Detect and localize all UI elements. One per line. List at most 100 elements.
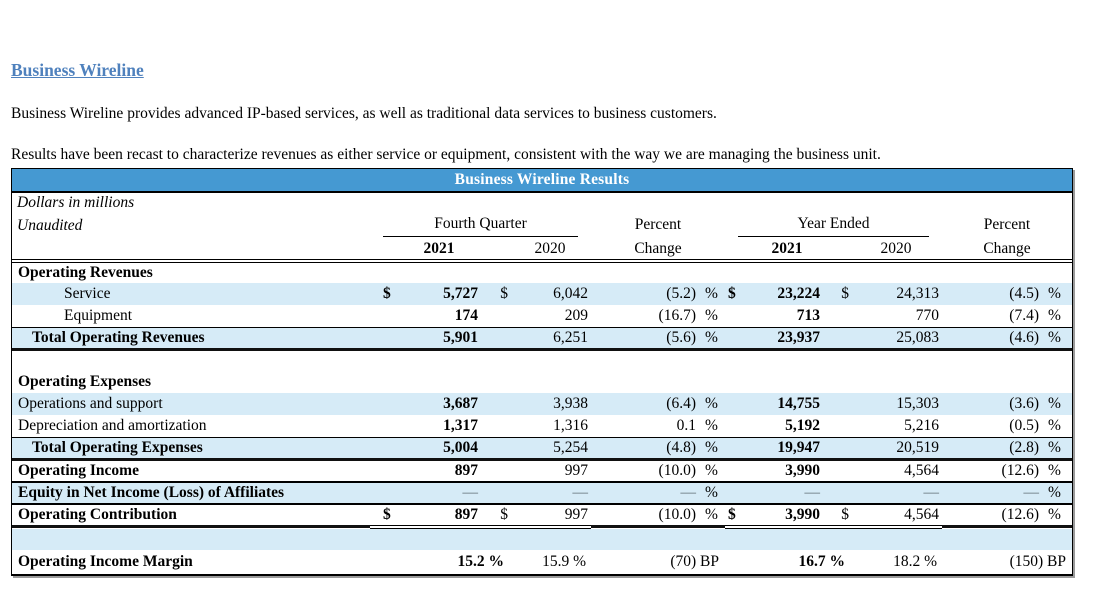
ye-percent-change: (0.5)	[1009, 416, 1039, 434]
year-ended-label: Year Ended	[738, 214, 929, 237]
ye-2021-value: —	[751, 481, 823, 504]
dollar-sign: $	[481, 503, 509, 529]
ye-percent-change: (12.6)	[1001, 505, 1039, 523]
row-label: Equity in Net Income (Loss) of Affiliate…	[12, 481, 370, 504]
ye-2021-value: 3,990	[785, 461, 820, 479]
table-row-operating-contribution: Operating Contribution $ 897 $ 997 (10.0…	[12, 503, 1072, 529]
percent-sign: %	[705, 306, 718, 324]
percent-sign: %	[699, 327, 725, 349]
ye-2020-value: —	[850, 481, 942, 504]
fq-percent-change: (10.0)	[658, 505, 696, 523]
fq-2021-value: 1,317	[443, 416, 478, 434]
ye-2020-value: 5,216	[904, 416, 939, 434]
fq-2020-value: 997	[509, 503, 591, 529]
dollar-sign: $	[725, 283, 751, 305]
fq-2021-value: 897	[454, 461, 478, 479]
percent-sign: %	[1042, 283, 1072, 305]
ye-percent-change: (4.6)	[942, 327, 1042, 349]
row-label: Equipment	[64, 306, 133, 324]
fq-percent-header: Percent	[634, 216, 682, 233]
percent-sign: %	[705, 505, 718, 523]
dollars-note-row: Dollars in millions	[12, 192, 1072, 213]
business-wireline-heading-link[interactable]: Business Wireline	[11, 60, 144, 80]
fq-change-header: Change	[634, 239, 682, 257]
fq-bp-change: (70) BP	[670, 552, 719, 570]
fq-2021-value: 897	[397, 503, 481, 529]
ye-percent-change: (4.5)	[942, 283, 1042, 305]
section-label: Operating Expenses	[18, 373, 152, 390]
table-row-operating-expenses-section: Operating Expenses	[12, 371, 1072, 393]
dollar-sign: $	[823, 503, 850, 529]
spacer-row-blue	[12, 526, 1072, 550]
table-row-operating-income-margin: Operating Income Margin 15.2 % 15.9 % (7…	[12, 550, 1072, 574]
fq-2021-margin: 15.2 %	[457, 552, 505, 570]
percent-sign: %	[705, 461, 718, 479]
fq-percent-change: 0.1	[676, 416, 696, 434]
fq-2020-value: 209	[564, 306, 588, 324]
intro-paragraph: Business Wireline provides advanced IP-b…	[11, 105, 717, 122]
ye-2021-header: 2021	[771, 239, 803, 257]
ye-2021-value: 3,990	[751, 503, 823, 529]
table-row-equipment: Equipment 174 209 (16.7) % 713 770 (7.4)…	[12, 305, 1072, 327]
fq-percent-change: (10.0)	[658, 461, 696, 479]
ye-2021-value: 19,947	[751, 437, 823, 459]
percent-sign: %	[699, 393, 725, 415]
ye-percent-header: Percent	[983, 216, 1031, 233]
table-row-operating-income: Operating Income 897 997 (10.0) % 3,990 …	[12, 459, 1072, 482]
row-label: Total Operating Revenues	[12, 327, 370, 349]
table-title-bar: Business Wireline Results	[12, 169, 1072, 193]
fq-percent-change: —	[591, 481, 699, 504]
fq-2020-margin: 15.9 %	[542, 552, 586, 570]
percent-sign: %	[705, 416, 718, 434]
ye-bp-change: (150) BP	[1009, 552, 1066, 570]
table-row-operating-revenues-section: Operating Revenues	[12, 261, 1072, 283]
ye-2020-header: 2020	[880, 239, 912, 257]
ye-percent-change: (7.4)	[1009, 306, 1039, 324]
dollars-in-millions-note: Dollars in millions	[17, 194, 135, 211]
ye-2021-value: 23,937	[751, 327, 823, 349]
percent-sign: %	[1042, 437, 1072, 459]
table-row-depreciation-amortization: Depreciation and amortization 1,317 1,31…	[12, 415, 1072, 437]
fq-2021-header: 2021	[423, 239, 455, 257]
row-label: Operating Contribution	[18, 505, 177, 523]
table-title: Business Wireline Results	[12, 169, 1072, 193]
fq-2020-header: 2020	[534, 239, 566, 257]
ye-2021-margin: 16.7 %	[798, 552, 846, 570]
ye-2020-margin: 18.2 %	[893, 552, 937, 570]
fq-2021-value: 5,004	[397, 437, 481, 459]
row-label: Service	[12, 283, 370, 305]
fq-percent-change: (16.7)	[658, 306, 696, 324]
row-label: Operations and support	[12, 393, 370, 415]
ye-2020-value: 15,303	[850, 393, 942, 415]
year-ended-group-header: Year Ended	[725, 213, 942, 238]
table-row-operations-and-support: Operations and support 3,687 3,938 (6.4)…	[12, 393, 1072, 415]
row-label: Operating Income	[18, 461, 139, 479]
percent-sign: %	[699, 481, 725, 504]
unaudited-note: Unaudited	[17, 216, 83, 234]
results-table-container: Business Wireline Results Dollars in mil…	[11, 168, 1073, 576]
ye-percent-change: (2.8)	[942, 437, 1042, 459]
ye-percent-change: —	[942, 481, 1042, 504]
ye-percent-change: (12.6)	[1001, 461, 1039, 479]
dollar-sign: $	[823, 283, 850, 305]
fourth-quarter-label: Fourth Quarter	[383, 214, 578, 237]
fq-2021-value: 5,901	[397, 327, 481, 349]
fq-2020-value: 1,316	[553, 416, 588, 434]
fq-2020-value: 5,254	[509, 437, 591, 459]
dollar-sign: $	[481, 283, 509, 305]
dollar-sign: $	[370, 283, 397, 305]
ye-2020-value: 24,313	[850, 283, 942, 305]
ye-2020-value: 4,564	[904, 461, 939, 479]
dollar-sign: $	[370, 503, 397, 529]
fq-percent-change: (6.4)	[591, 393, 699, 415]
fq-2021-value: 174	[454, 306, 478, 324]
row-label: Total Operating Expenses	[12, 437, 370, 459]
ye-2021-value: 5,192	[785, 416, 820, 434]
fq-2020-value: 6,251	[509, 327, 591, 349]
ye-2021-value: 713	[796, 306, 820, 324]
recast-note-paragraph: Results have been recast to characterize…	[11, 146, 881, 163]
ye-2020-value: 4,564	[850, 503, 942, 529]
fq-2020-value: 6,042	[509, 283, 591, 305]
percent-sign: %	[1042, 393, 1072, 415]
